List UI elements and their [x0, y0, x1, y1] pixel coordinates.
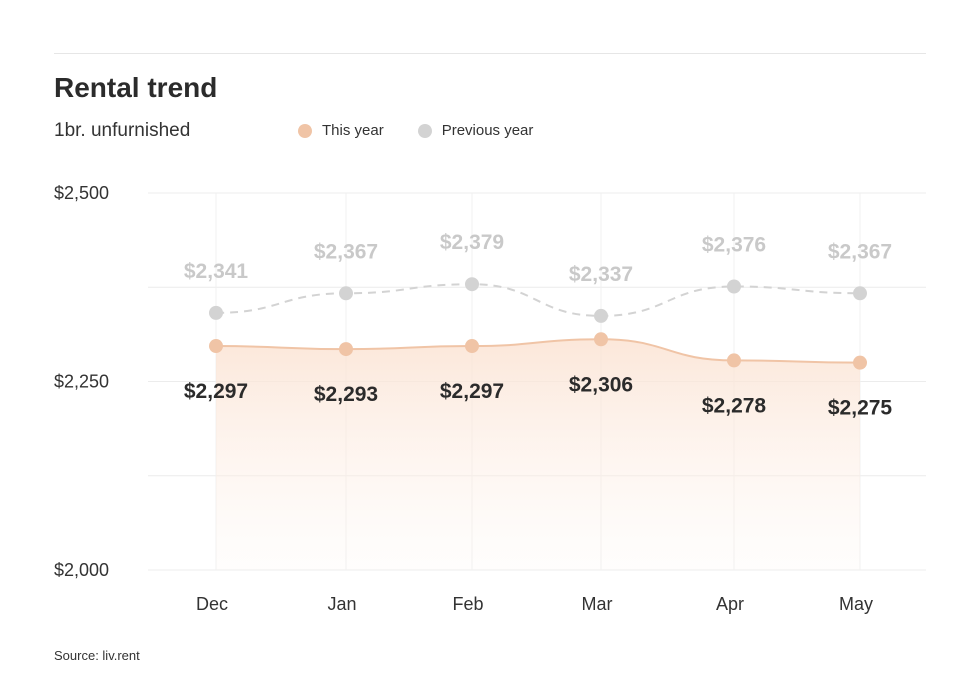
previous-year-point [465, 277, 479, 292]
x-tick-label: Apr [716, 594, 744, 614]
chart-title: Rental trend [54, 72, 218, 103]
top-divider [54, 53, 926, 54]
x-tick-label: Dec [196, 594, 228, 614]
this-year-point [209, 339, 223, 354]
this-year-area [216, 339, 860, 570]
this-year-value-label: $2,275 [828, 397, 893, 420]
this-year-point [339, 342, 353, 357]
this-year-line [215, 338, 861, 364]
this-year-value-label: $2,297 [440, 380, 504, 403]
previous-year-value-label: $2,379 [440, 231, 504, 254]
previous-year-value-label: $2,367 [314, 240, 378, 263]
this-year-point [594, 332, 608, 347]
this-year-point [853, 355, 867, 370]
x-tick-label: May [839, 594, 873, 614]
previous-year-line [215, 283, 861, 317]
source-note: Source: liv.rent [54, 648, 140, 663]
x-tick-label: Feb [452, 594, 483, 614]
previous-year-point [727, 279, 741, 294]
previous-year-point [209, 305, 223, 320]
previous-year-point [853, 286, 867, 301]
y-tick-label: $2,500 [54, 183, 109, 203]
previous-year-point [594, 308, 608, 323]
legend-item-previous-year: Previous year [417, 122, 534, 139]
this-year-value-label: $2,278 [702, 394, 767, 417]
this-year-value-label: $2,306 [569, 373, 633, 396]
previous-year-value-label: $2,337 [569, 263, 633, 286]
this-year-point [465, 339, 479, 354]
legend-label-this-year: This year [322, 122, 384, 139]
previous-year-point [339, 286, 353, 301]
legend-item-this-year: This year [298, 122, 384, 139]
this-year-value-label: $2,293 [314, 383, 378, 406]
y-tick-label: $2,000 [54, 560, 109, 580]
legend-label-previous-year: Previous year [441, 122, 534, 139]
previous-year-value-label: $2,376 [702, 233, 766, 256]
legend-dot-this-year [298, 123, 312, 138]
chart-subtitle: 1br. unfurnished [54, 120, 191, 141]
legend-dot-previous-year [417, 123, 432, 138]
legend: This year Previous year [298, 122, 567, 139]
previous-year-value-label: $2,367 [828, 240, 892, 263]
x-tick-label: Mar [582, 594, 613, 614]
this-year-point [727, 353, 741, 368]
previous-year-value-label: $2,341 [184, 260, 249, 283]
this-year-value-label: $2,297 [184, 380, 248, 403]
x-tick-label: Jan [327, 594, 356, 614]
y-tick-label: $2,250 [54, 372, 109, 392]
